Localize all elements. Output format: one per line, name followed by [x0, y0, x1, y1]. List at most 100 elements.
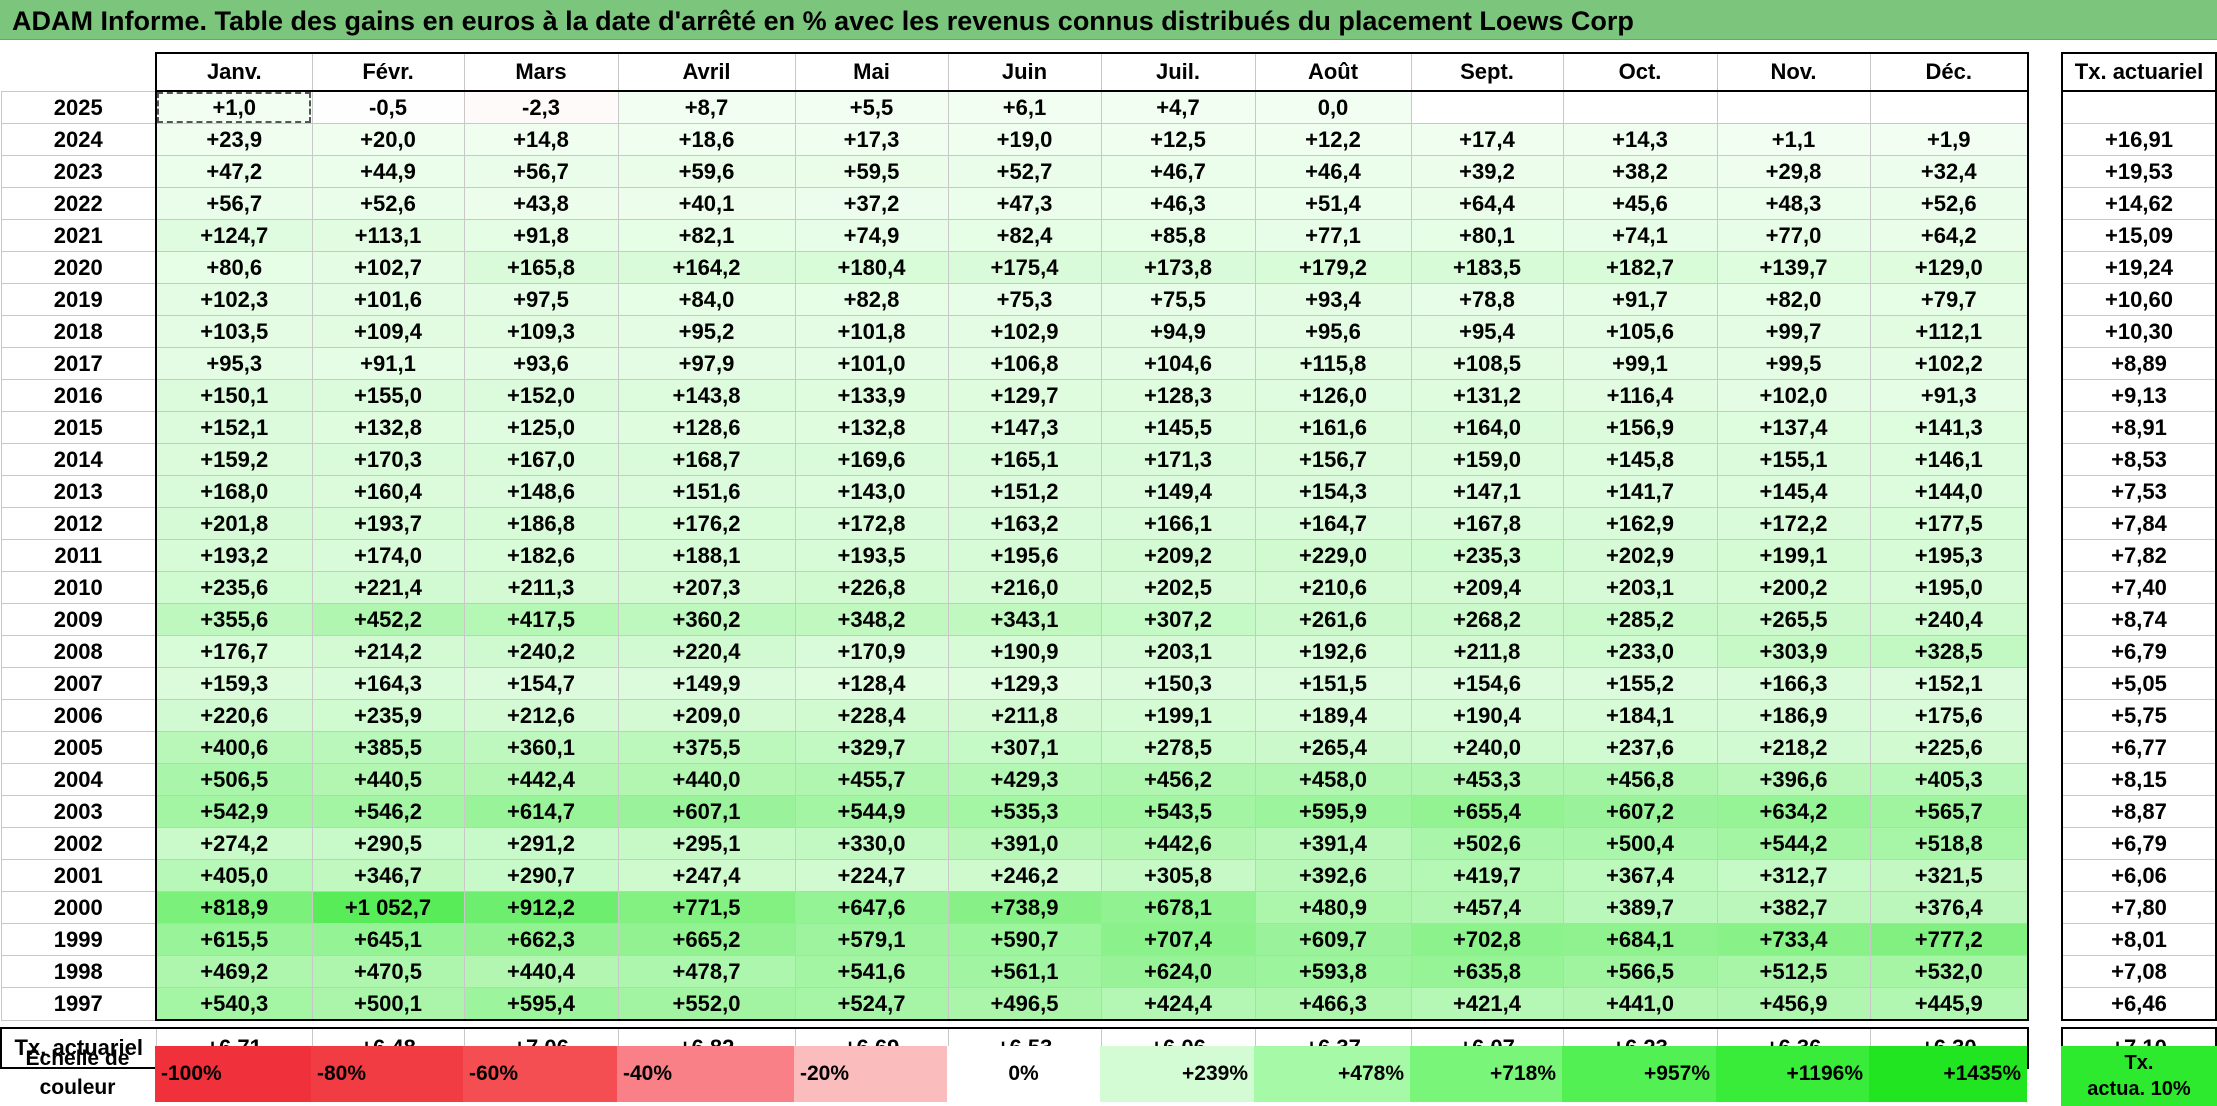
actuarial-row: +8,53: [2061, 443, 2217, 476]
gain-cell: +148,6: [463, 475, 619, 508]
actuarial-rate-cell: +19,53: [2061, 155, 2217, 188]
gain-cell: +129,7: [947, 379, 1102, 412]
gain-cell: +218,2: [1716, 731, 1871, 764]
gain-cell: +29,8: [1716, 155, 1871, 188]
actuarial-rate-cell: +10,30: [2061, 315, 2217, 348]
year-label: 2016: [0, 379, 157, 412]
gain-cell: +346,7: [311, 859, 465, 892]
gain-cell: +78,8: [1410, 283, 1564, 316]
gain-cell: +116,4: [1562, 379, 1718, 412]
gain-cell: -2,3: [463, 90, 619, 124]
gain-cell: +167,0: [463, 443, 619, 476]
year-label: 2001: [0, 859, 157, 892]
gain-cell: +615,5: [155, 923, 313, 956]
gain-cell: +456,2: [1100, 763, 1256, 796]
table-row: 1999 +615,5 +645,1 +662,3 +665,2 +579,1 +590,7…: [0, 923, 2029, 956]
month-header-row: Janv. Févr. Mars Avril Mai Juin Juil. Août Sept.…: [1, 52, 2029, 92]
actuarial-rate-cell: +8,01: [2061, 923, 2217, 956]
actuarial-row: +7,80: [2061, 891, 2217, 924]
gain-cell: +46,4: [1254, 155, 1412, 188]
month-header: Févr.: [311, 52, 465, 92]
gain-cell: +607,1: [617, 795, 796, 828]
gain-cell: +75,3: [947, 283, 1102, 316]
year-label: 2000: [0, 891, 157, 924]
gain-cell: +156,9: [1562, 411, 1718, 444]
gain-cell: +424,4: [1100, 987, 1256, 1021]
table-row: 2006 +220,6 +235,9 +212,6 +209,0 +228,4 +211,8…: [0, 699, 2029, 732]
actuarial-rate-cell: +10,60: [2061, 283, 2217, 316]
year-label: 2025: [0, 90, 157, 124]
actuarial-row: +19,24: [2061, 251, 2217, 284]
gain-cell: +777,2: [1869, 923, 2029, 956]
gain-cell: +207,3: [617, 571, 796, 604]
gain-cell: +82,0: [1716, 283, 1871, 316]
gain-cell: +360,2: [617, 603, 796, 636]
actuarial-row: +7,40: [2061, 571, 2217, 604]
gain-cell: +159,0: [1410, 443, 1564, 476]
gain-cell: +195,6: [947, 539, 1102, 572]
gain-cell: +91,8: [463, 219, 619, 252]
gain-cell: [1562, 90, 1718, 124]
gain-cell: +329,7: [794, 731, 949, 764]
actuarial-rate-cell: +7,80: [2061, 891, 2217, 924]
actuarial-rate-cell: +6,06: [2061, 859, 2217, 892]
gain-cell: +738,9: [947, 891, 1102, 924]
actuarial-rate-cell: +8,74: [2061, 603, 2217, 636]
gain-cell: +912,2: [463, 891, 619, 924]
gain-cell: +131,2: [1410, 379, 1564, 412]
gain-cell: +17,4: [1410, 123, 1564, 156]
actuarial-row: +8,87: [2061, 795, 2217, 828]
gain-cell: +662,3: [463, 923, 619, 956]
month-header: Oct.: [1562, 52, 1718, 92]
gain-cell: +307,1: [947, 731, 1102, 764]
table-row: 2001 +405,0 +346,7 +290,7 +247,4 +224,7 +246,2…: [0, 859, 2029, 892]
gain-cell: +95,3: [155, 347, 313, 380]
gain-cell: +141,7: [1562, 475, 1718, 508]
gain-cell: +44,9: [311, 155, 465, 188]
gain-cell: +14,8: [463, 123, 619, 156]
gain-cell: +104,6: [1100, 347, 1256, 380]
gain-cell: -0,5: [311, 90, 465, 124]
color-scale: -100% -80% -60% -40% -20% 0% +239% +478% +718% +9…: [155, 1046, 2027, 1102]
table-row: 2008 +176,7 +214,2 +240,2 +220,4 +170,9 +190,9…: [0, 635, 2029, 668]
gain-cell: +665,2: [617, 923, 796, 956]
gain-cell: +200,2: [1716, 571, 1871, 604]
actuarial-row: +15,09: [2061, 219, 2217, 252]
gain-cell: +93,6: [463, 347, 619, 380]
gain-cell: +151,6: [617, 475, 796, 508]
gain-cell: +1 052,7: [311, 891, 465, 924]
gain-cell: +93,4: [1254, 283, 1412, 316]
gain-cell: +565,7: [1869, 795, 2029, 828]
gain-cell: +147,1: [1410, 475, 1564, 508]
table-row: 2005 +400,6 +385,5 +360,1 +375,5 +329,7 +307,1…: [0, 731, 2029, 764]
month-header: Déc.: [1869, 52, 2029, 92]
gain-cell: +97,5: [463, 283, 619, 316]
gain-cell: +429,3: [947, 763, 1102, 796]
gain-cell: +102,7: [311, 251, 465, 284]
gain-cell: +184,1: [1562, 699, 1718, 732]
gain-cell: +195,0: [1869, 571, 2029, 604]
gain-cell: +201,8: [155, 507, 313, 540]
gain-cell: +193,5: [794, 539, 949, 572]
gain-cell: +91,7: [1562, 283, 1718, 316]
gain-cell: +52,6: [1869, 187, 2029, 220]
color-scale-swatch: -100%: [155, 1046, 311, 1102]
year-label: 2023: [0, 155, 157, 188]
gain-cell: +211,8: [947, 699, 1102, 732]
gain-cell: +94,9: [1100, 315, 1256, 348]
gain-cell: +360,1: [463, 731, 619, 764]
gain-cell: +160,4: [311, 475, 465, 508]
gain-cell: +291,2: [463, 827, 619, 860]
gain-cell: +159,2: [155, 443, 313, 476]
gain-cell: +172,2: [1716, 507, 1871, 540]
actuarial-rate-cell: +6,46: [2061, 987, 2217, 1021]
table-row: 2019 +102,3 +101,6 +97,5 +84,0 +82,8 +75,3 +75,…: [0, 283, 2029, 316]
gain-cell: +312,7: [1716, 859, 1871, 892]
gain-cell: +348,2: [794, 603, 949, 636]
gain-cell: +216,0: [947, 571, 1102, 604]
gain-cell: +478,7: [617, 955, 796, 988]
color-scale-swatch: -60%: [463, 1046, 617, 1102]
gain-cell: +442,6: [1100, 827, 1256, 860]
table-row: 1997 +540,3 +500,1 +595,4 +552,0 +524,7 +496,5…: [0, 987, 2029, 1021]
gain-cell: +155,0: [311, 379, 465, 412]
